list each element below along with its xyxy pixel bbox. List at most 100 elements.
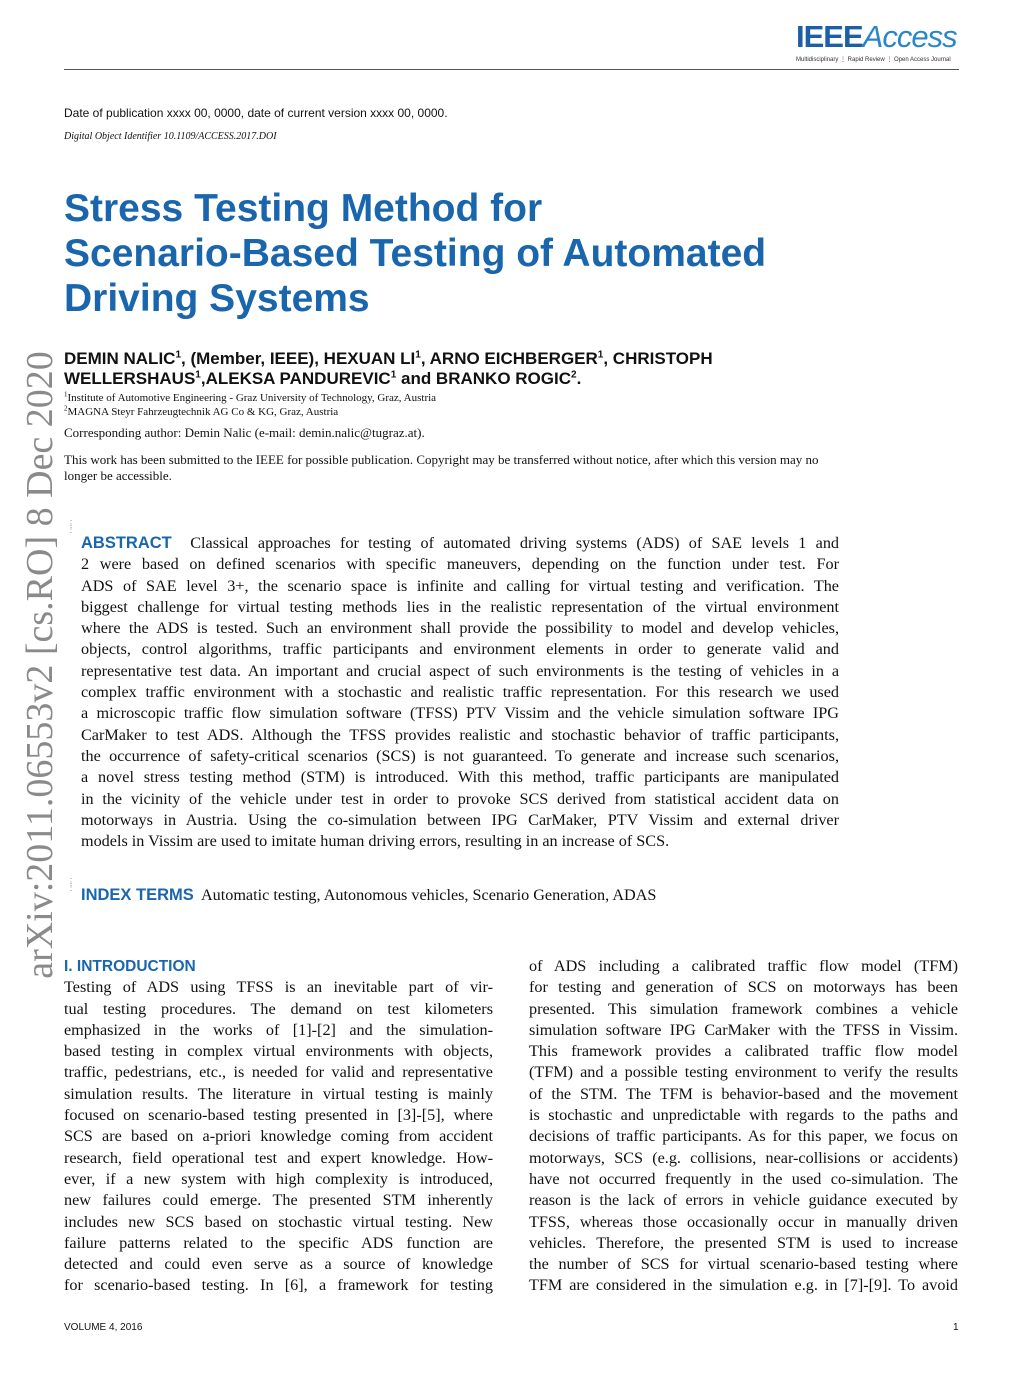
left-column: I. INTRODUCTION Testing of ADS using TFS… (64, 956, 493, 1297)
affiliation: 1Institute of Automotive Engineering - G… (64, 390, 437, 405)
abstract-line: objects, control algorithms, traffic par… (81, 639, 839, 660)
author-name: and BRANKO ROGIC (396, 369, 571, 388)
right-column: of ADS including a calibrated traffic fl… (529, 956, 958, 1297)
publication-date: Date of publication xxxx 00, 0000, date … (64, 106, 448, 120)
affiliation-number: 2 (64, 404, 68, 413)
abstract-text: a microscopic traffic flow simulation so… (81, 704, 839, 723)
body-line: is stochastic and unpredictable with reg… (529, 1106, 958, 1125)
abstract-line: in the vicinity of the vehicle under tes… (81, 789, 839, 810)
abstract-text: ADS of SAE level 3+, the scenario space … (81, 576, 839, 595)
body-line: Testing of ADS using TFSS is an inevitab… (64, 978, 493, 997)
body-line: emphasized in the works of [1]-[2] and t… (64, 1020, 493, 1039)
abstract-line: complex traffic environment with a stoch… (81, 682, 839, 703)
index-terms-label: INDEX TERMS (81, 886, 194, 904)
body-line: simulation software IPG CarMaker with th… (529, 1020, 958, 1039)
author-affiliation-mark: 2 (571, 369, 577, 381)
body-line: vehicles. Therefore, the presented STM i… (529, 1233, 958, 1252)
abstract-text: objects, control algorithms, traffic par… (81, 640, 839, 659)
author-affiliation-mark: 1 (390, 369, 397, 381)
abstract-text: Classical approaches for testing of auto… (190, 534, 840, 552)
abstract-text: complex traffic environment with a stoch… (81, 683, 839, 702)
body-line: focused on scenario-based testing presen… (64, 1106, 493, 1125)
abstract-line: ADS of SAE level 3+, the scenario space … (81, 576, 839, 597)
corresponding-author: Corresponding author: Demin Nalic (e-mai… (64, 425, 425, 440)
arxiv-stamp: arXiv:2011.06553v2 [cs.RO] 8 Dec 2020 (19, 351, 61, 979)
body-line: TFSS, whereas those occasionally occur i… (529, 1212, 958, 1231)
author-name: WELLERSHAUS (64, 369, 196, 388)
affiliation-text: MAGNA Steyr Fahrzeugtechnik AG Co & KG, … (67, 406, 339, 418)
body-line: includes new SCS based on stochastic vir… (64, 1212, 493, 1231)
body-line: for testing and generation of SCS on mot… (529, 978, 958, 997)
title-line: Driving Systems (64, 277, 370, 320)
abstract-text: the occurrence of safety-critical scenar… (81, 746, 839, 765)
abstract-label: ABSTRACT (81, 534, 172, 552)
body-line: of ADS including a calibrated traffic fl… (529, 957, 958, 975)
body-line: the number of SCS for virtual scenario-b… (529, 1255, 958, 1274)
abstract-text: where the ADS is tested. Such an environ… (81, 619, 839, 638)
body-line: have not occurred frequently in the used… (529, 1169, 958, 1188)
author-affiliation-mark: 1 (175, 349, 182, 361)
body-line: simulation results. The literature in vi… (64, 1084, 493, 1103)
body-line: research, field operational test and exp… (64, 1148, 493, 1167)
abstract-text: CarMaker to test ADS. Although the TFSS … (81, 725, 839, 744)
author-name: , (Member, IEEE), HEXUAN LI (181, 349, 416, 368)
author-name: DEMIN NALIC (64, 349, 176, 368)
abstract-text: a novel stress testing method (STM) is i… (81, 768, 839, 787)
abstract: ABSTRACT Classical approaches for testin… (81, 533, 839, 852)
affiliation: 2MAGNA Steyr Fahrzeugtechnik AG Co & KG,… (64, 404, 339, 419)
author-affiliation-mark: 1 (415, 349, 421, 361)
margin-dots: ⋮ ⋮ (66, 877, 76, 893)
abstract-line: ABSTRACT Classical approaches for testin… (81, 533, 839, 554)
body-line: decisions of traffic participants. As fo… (529, 1127, 958, 1146)
body-line: of the STM. The TFM is behavior-based an… (529, 1084, 958, 1103)
page-number: 1 (953, 1322, 959, 1333)
abstract-text: models in Vissim are used to imitate hum… (81, 832, 670, 851)
body-line: based testing in complex virtual environ… (64, 1042, 493, 1061)
abstract-line: 2 were based on defined scenarios with s… (81, 554, 839, 575)
author-name: . (576, 369, 582, 388)
index-terms: INDEX TERMS Automatic testing, Autonomou… (81, 886, 656, 905)
abstract-line: motorways in Austria. Using the co-simul… (81, 810, 839, 831)
author-affiliation-mark: 1 (597, 349, 604, 361)
body-line: new failures could emerge. The presented… (64, 1191, 493, 1210)
abstract-line: biggest challenge for virtual testing me… (81, 597, 839, 618)
logo-tagline: Multidisciplinary ⋮ Rapid Review ⋮ Open … (796, 57, 951, 63)
author-list: DEMIN NALIC1, (Member, IEEE), HEXUAN LI1… (64, 349, 713, 389)
body-line: reason is the lack of errors in vehicle … (529, 1191, 958, 1210)
abstract-text: motorways in Austria. Using the co-simul… (81, 810, 839, 829)
abstract-text: in the vicinity of the vehicle under tes… (81, 789, 839, 808)
title-line: Stress Testing Method for (64, 187, 543, 230)
abstract-line: the occurrence of safety-critical scenar… (81, 746, 839, 767)
abstract-text: representative test data. An important a… (81, 661, 839, 680)
body-line: motorways, SCS (e.g. collisions, near-co… (529, 1148, 958, 1167)
abstract-line: where the ADS is tested. Such an environ… (81, 618, 839, 639)
body-line: (TFM) and a possible testing environment… (529, 1063, 958, 1082)
title-line: Scenario-Based Testing of Automated (64, 232, 767, 275)
body-line: ever, if a new system with high complexi… (64, 1169, 493, 1188)
copyright-notice: This work has been submitted to the IEEE… (64, 452, 819, 483)
abstract-line: models in Vissim are used to imitate hum… (81, 831, 839, 852)
index-terms-text: Automatic testing, Autonomous vehicles, … (200, 886, 657, 904)
body-line: tual testing procedures. The demand on t… (64, 999, 493, 1018)
author-name: ,ALEKSA PANDUREVIC (200, 369, 391, 388)
abstract-text: biggest challenge for virtual testing me… (81, 597, 839, 616)
body-line: for scenario-based testing. In [6], a fr… (64, 1276, 493, 1295)
affiliation-number: 1 (64, 390, 68, 399)
header-rule (64, 69, 959, 70)
body-line: failure patterns related to the specific… (64, 1233, 493, 1252)
abstract-line: a novel stress testing method (STM) is i… (81, 767, 839, 788)
doi: Digital Object Identifier 10.1109/ACCESS… (64, 131, 277, 142)
body-line: traffic, pedestrians, etc., is needed fo… (64, 1063, 493, 1082)
author-affiliation-mark: 1 (195, 369, 201, 381)
affiliation-text: Institute of Automotive Engineering - Gr… (67, 392, 437, 404)
footer-volume: VOLUME 4, 2016 (64, 1322, 143, 1333)
body-line: TFM are considered in the simulation e.g… (529, 1276, 958, 1295)
author-line: WELLERSHAUS1,ALEKSA PANDUREVIC1 and BRAN… (64, 369, 713, 389)
body-line: detected and could even serve as a sourc… (64, 1255, 493, 1274)
abstract-line: representative test data. An important a… (81, 661, 839, 682)
ieee-access-logo: IEEEAccess Multidisciplinary ⋮ Rapid Rev… (796, 19, 958, 64)
body-line: This framework provides a calibrated tra… (529, 1042, 958, 1061)
abstract-line: a microscopic traffic flow simulation so… (81, 703, 839, 724)
section-heading: I. INTRODUCTION (64, 958, 196, 975)
